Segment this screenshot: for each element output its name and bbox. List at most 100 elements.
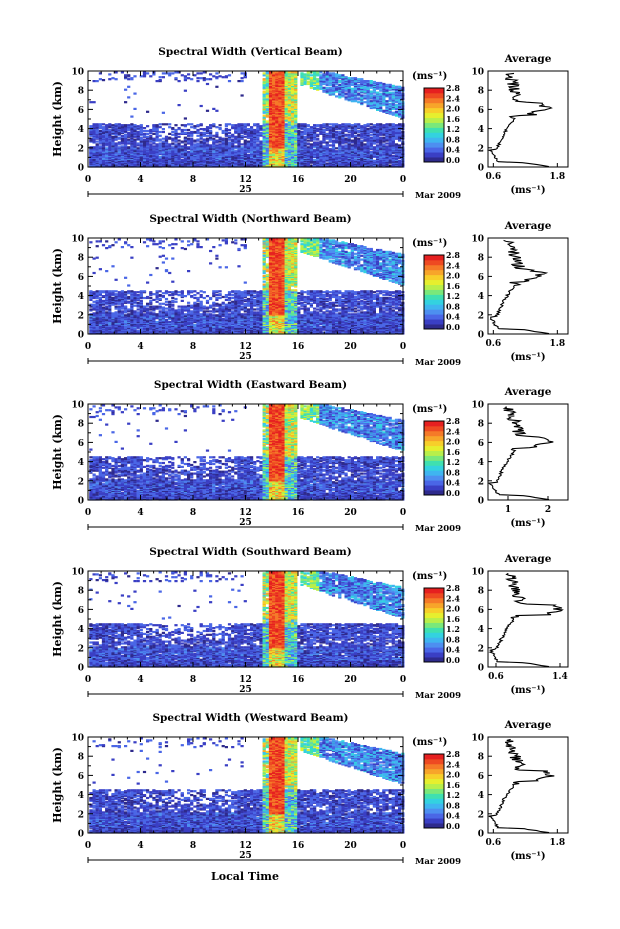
heatmap-cell bbox=[338, 84, 341, 86]
heatmap-cell bbox=[300, 123, 303, 125]
heatmap-cell bbox=[360, 94, 363, 96]
heatmap-cell bbox=[181, 145, 184, 147]
heatmap-cell bbox=[357, 78, 360, 80]
heatmap-cell bbox=[212, 141, 215, 143]
heatmap-cell bbox=[329, 135, 332, 137]
heatmap-cell bbox=[304, 141, 307, 143]
heatmap-cell bbox=[370, 126, 373, 128]
heatmap-cell bbox=[266, 71, 269, 73]
heatmap-cell bbox=[278, 71, 281, 73]
heatmap-cell bbox=[118, 151, 121, 153]
heatmap-cell bbox=[118, 141, 121, 143]
heatmap-cell bbox=[313, 159, 316, 161]
heatmap-cell bbox=[398, 110, 401, 112]
heatmap-cell bbox=[140, 142, 143, 144]
heatmap-cell bbox=[174, 143, 177, 145]
heatmap-cell bbox=[259, 132, 262, 134]
heatmap-cell bbox=[373, 136, 376, 138]
heatmap-cell bbox=[237, 160, 240, 162]
heatmap-cell bbox=[133, 124, 136, 126]
heatmap-cell bbox=[376, 86, 379, 88]
heatmap-cell bbox=[338, 151, 341, 153]
heatmap-cell bbox=[395, 132, 398, 134]
heatmap-cell bbox=[332, 87, 335, 89]
heatmap-cell bbox=[143, 141, 146, 143]
heatmap-cell bbox=[398, 134, 401, 136]
heatmap-cell bbox=[345, 83, 348, 85]
heatmap-cell bbox=[335, 73, 338, 75]
heatmap-cell bbox=[266, 96, 269, 98]
heatmap-cell bbox=[345, 150, 348, 152]
heatmap-cell bbox=[310, 130, 313, 132]
heatmap-cell bbox=[111, 77, 114, 79]
heatmap-cell bbox=[382, 85, 385, 87]
heatmap-cell bbox=[190, 145, 193, 147]
heatmap-cell bbox=[379, 125, 382, 127]
heatmap-cell bbox=[162, 128, 165, 130]
heatmap-cell bbox=[149, 137, 152, 139]
heatmap-cell bbox=[96, 136, 99, 138]
heatmap-cell bbox=[206, 83, 209, 85]
heatmap-cell bbox=[304, 123, 307, 125]
heatmap-cell bbox=[341, 123, 344, 125]
heatmap-cell bbox=[395, 108, 398, 110]
heatmap-cell bbox=[348, 77, 351, 79]
heatmap-cell bbox=[316, 78, 319, 80]
heatmap-cell bbox=[171, 160, 174, 162]
heatmap-cell bbox=[319, 157, 322, 159]
heatmap-cell bbox=[133, 141, 136, 143]
heatmap-cell bbox=[168, 145, 171, 147]
heatmap-cell bbox=[174, 131, 177, 133]
heatmap-cell bbox=[307, 128, 310, 130]
heatmap-cell bbox=[93, 101, 96, 103]
heatmap-cell bbox=[297, 133, 300, 135]
heatmap-cell bbox=[360, 146, 363, 148]
heatmap-cell bbox=[99, 145, 102, 147]
heatmap-cell bbox=[385, 100, 388, 102]
heatmap-cell bbox=[300, 137, 303, 139]
heatmap-cell bbox=[326, 78, 329, 80]
heatmap-cell bbox=[149, 140, 152, 142]
heatmap-cell bbox=[200, 72, 203, 74]
heatmap-cell bbox=[165, 145, 168, 147]
heatmap-cell bbox=[115, 123, 118, 125]
heatmap-cell bbox=[225, 125, 228, 127]
heatmap-cell bbox=[215, 148, 218, 150]
heatmap-cell bbox=[250, 142, 253, 144]
heatmap-cell bbox=[266, 75, 269, 77]
heatmap-cell bbox=[382, 87, 385, 89]
heatmap-cell bbox=[174, 137, 177, 139]
heatmap-cell bbox=[111, 143, 114, 145]
heatmap-cell bbox=[363, 101, 366, 103]
heatmap-cell bbox=[332, 72, 335, 74]
heatmap-cell bbox=[111, 136, 114, 138]
colorbar-swatch bbox=[424, 88, 444, 93]
heatmap-cell bbox=[322, 87, 325, 89]
heatmap-cell bbox=[247, 154, 250, 156]
heatmap-cell bbox=[322, 129, 325, 131]
date-label: Mar 2009 bbox=[415, 191, 461, 201]
heatmap-cell bbox=[124, 74, 127, 76]
heatmap-cell bbox=[143, 133, 146, 135]
average-y-tick-label: 6 bbox=[478, 106, 484, 116]
heatmap-cell bbox=[137, 332, 140, 334]
heatmap-cell bbox=[379, 141, 382, 143]
heatmap-cell bbox=[259, 154, 262, 156]
heatmap-cell bbox=[212, 155, 215, 157]
heatmap-cell bbox=[165, 136, 168, 138]
heatmap-cell bbox=[351, 144, 354, 146]
heatmap-cell bbox=[102, 145, 105, 147]
heatmap-cell bbox=[345, 141, 348, 143]
heatmap-cell bbox=[234, 150, 237, 152]
heatmap-cell bbox=[385, 129, 388, 131]
heatmap-cell bbox=[93, 126, 96, 128]
heatmap-cell bbox=[304, 73, 307, 75]
x-axis-label: Local Time bbox=[211, 870, 279, 883]
heatmap-cell bbox=[263, 72, 266, 74]
heatmap-cell bbox=[266, 94, 269, 96]
heatmap-cell bbox=[209, 137, 212, 139]
heatmap-cell bbox=[247, 132, 250, 134]
heatmap-cell bbox=[253, 129, 256, 131]
heatmap-cell bbox=[105, 162, 108, 164]
heatmap-cell bbox=[370, 103, 373, 105]
